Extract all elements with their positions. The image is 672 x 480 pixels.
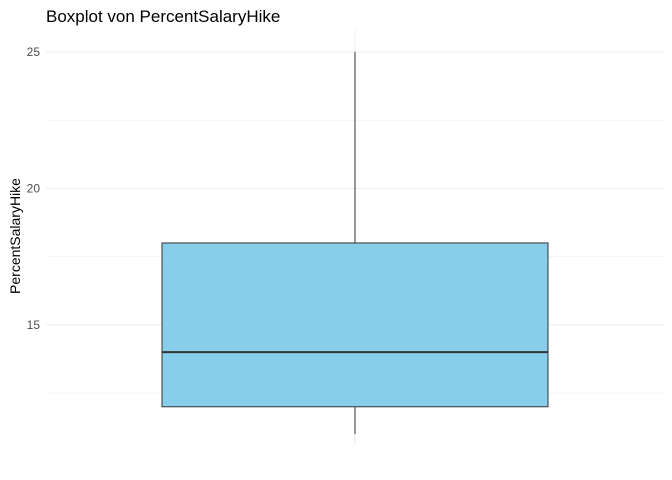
- y-tick-label: 20: [27, 181, 41, 195]
- y-axis-label: PercentSalaryHike: [7, 178, 23, 294]
- y-axis-ticks: 15 20 25: [27, 45, 41, 332]
- y-tick-label: 25: [27, 45, 41, 59]
- chart-title: Boxplot von PercentSalaryHike: [46, 7, 280, 26]
- plot-area: [161, 51, 549, 435]
- y-tick-label: 15: [27, 318, 41, 332]
- box-iqr: [161, 242, 549, 408]
